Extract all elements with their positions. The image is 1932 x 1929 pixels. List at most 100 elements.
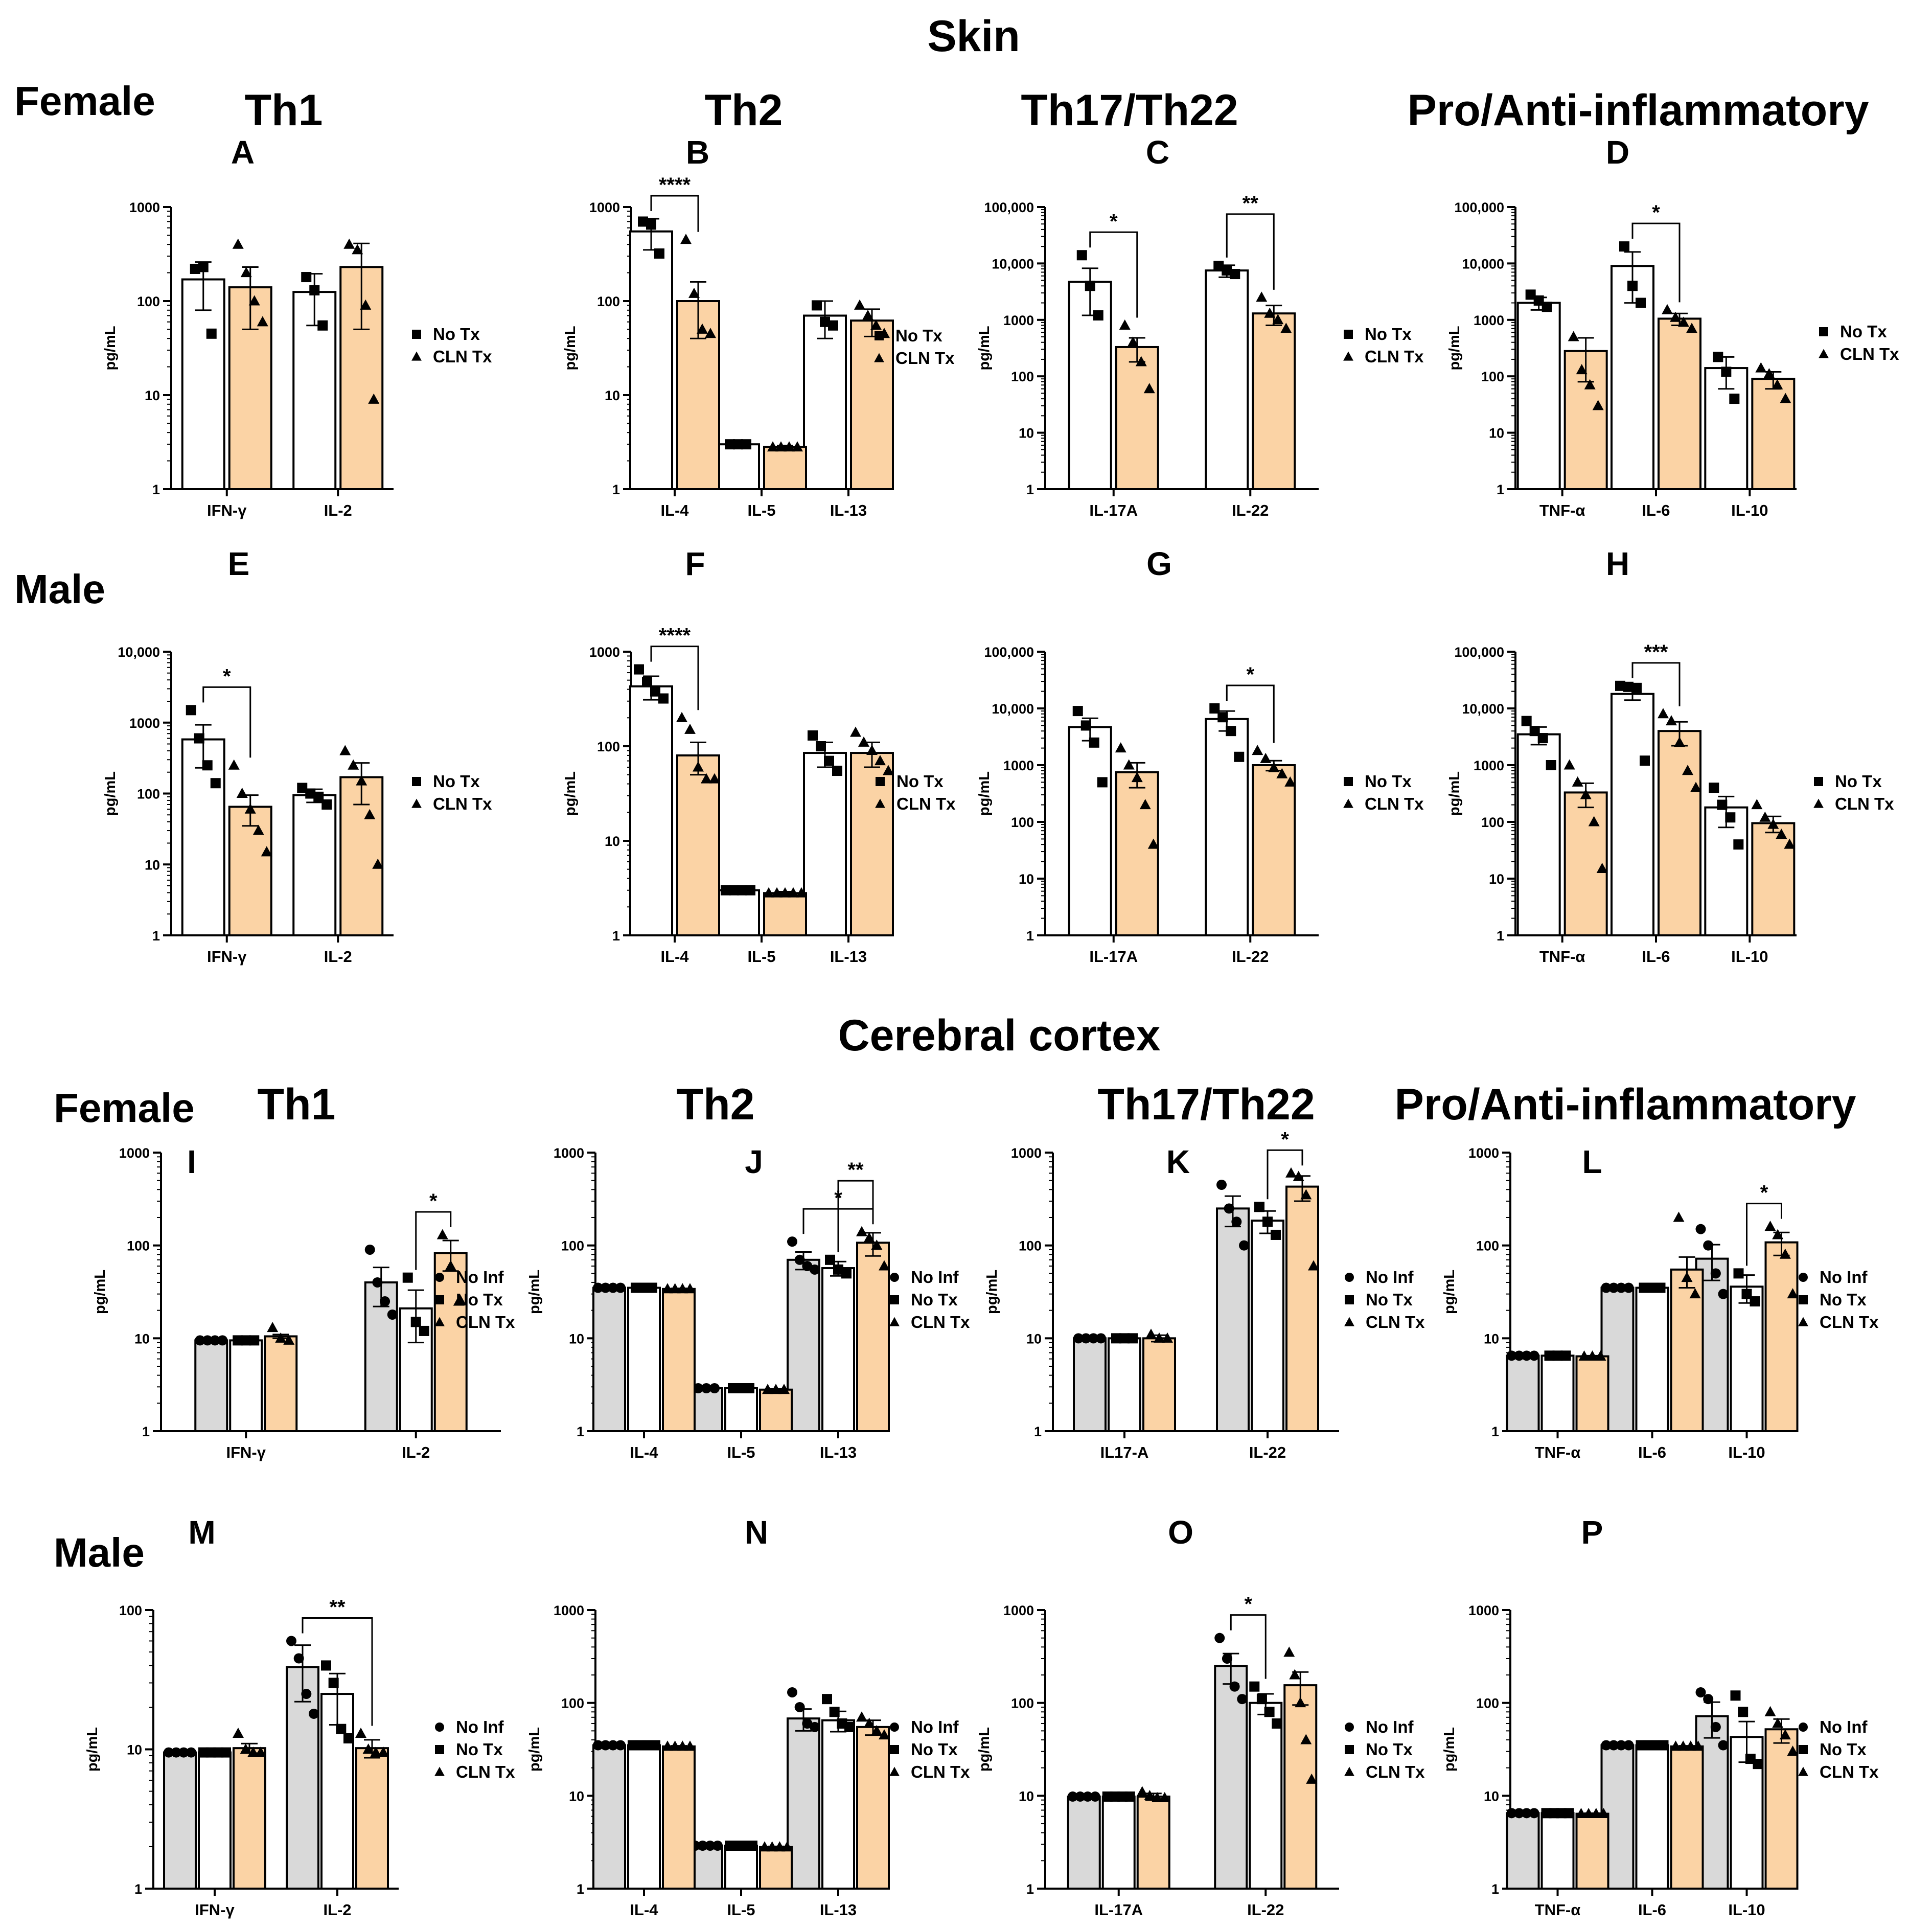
- data-point: [378, 1747, 389, 1757]
- data-point: [600, 1740, 611, 1751]
- data-point: [1093, 310, 1103, 321]
- data-point: [856, 1226, 867, 1236]
- data-point: [1623, 1282, 1634, 1293]
- legend-marker: [435, 1745, 444, 1754]
- data-point: [1254, 1202, 1264, 1212]
- data-point: [1658, 1740, 1669, 1751]
- data-point: [198, 262, 209, 272]
- bar: [163, 1751, 197, 1890]
- data-point: [1601, 1740, 1612, 1751]
- bar: [1068, 726, 1112, 936]
- bar: [1516, 302, 1561, 490]
- data-point: [1674, 737, 1685, 747]
- data-point: [669, 1283, 681, 1294]
- y-tick-label: 100: [1011, 815, 1034, 830]
- significance-bracket: [1631, 662, 1681, 706]
- data-point: [658, 693, 669, 704]
- data-point: [336, 1724, 347, 1734]
- x-tick-label: IL-13: [830, 948, 867, 966]
- significance-label: ****: [659, 174, 691, 196]
- data-point: [770, 1384, 781, 1394]
- data-point: [236, 788, 248, 798]
- data-point: [729, 885, 739, 895]
- data-point: [1780, 393, 1791, 403]
- data-point: [249, 1335, 260, 1346]
- data-point: [1636, 297, 1646, 308]
- y-tick-label: 1: [1026, 928, 1034, 944]
- data-point: [1578, 1350, 1590, 1361]
- significance-bracket: [202, 686, 251, 758]
- data-point: [1237, 1694, 1248, 1705]
- data-point: [1753, 1759, 1763, 1770]
- data-point: [1729, 394, 1740, 404]
- data-point: [669, 1740, 681, 1751]
- y-tick-label: 1000: [1003, 758, 1034, 773]
- x-tick-label: IL-17A: [1089, 948, 1138, 966]
- data-point: [1647, 1282, 1658, 1293]
- data-point: [1216, 1179, 1227, 1190]
- y-tick-label: 100: [1019, 1238, 1042, 1254]
- y-axis-label: pg/mL: [1441, 1270, 1458, 1314]
- data-point: [705, 328, 716, 338]
- legend-label: No Tx: [456, 1290, 503, 1309]
- data-point: [1584, 379, 1596, 389]
- legend-label: CLN Tx: [1835, 794, 1894, 813]
- significance-label: *: [1281, 1128, 1289, 1151]
- legend-marker: [1799, 1273, 1808, 1282]
- data-point: [1623, 1740, 1634, 1751]
- data-point: [684, 1740, 696, 1751]
- bar: [1764, 1241, 1799, 1433]
- y-tick-label: 10: [605, 834, 620, 849]
- y-tick-label: 10: [1484, 1788, 1499, 1804]
- data-point: [1131, 772, 1143, 783]
- data-point: [1583, 1808, 1595, 1819]
- data-point: [240, 1743, 251, 1754]
- legend-marker: [434, 1766, 445, 1776]
- bar: [856, 1726, 890, 1890]
- panel-n: N 1 10 100 1000 pg/mL IL-4 IL-5 IL-13 No Inf No Tx…: [526, 1514, 970, 1919]
- legend-marker: [1345, 1295, 1354, 1304]
- x-tick-label: IL-2: [324, 948, 352, 966]
- data-point: [1595, 1350, 1606, 1361]
- x-tick-label: IL-5: [747, 501, 775, 519]
- legend-marker: [875, 331, 884, 340]
- data-point: [1772, 1229, 1784, 1239]
- data-point: [283, 1334, 295, 1345]
- legend-marker: [875, 798, 885, 808]
- significance-bracket: [1226, 213, 1275, 290]
- panel-letter: P: [1581, 1514, 1603, 1551]
- legend-marker: [1799, 1723, 1808, 1732]
- data-point: [286, 1636, 296, 1646]
- y-axis-label: pg/mL: [102, 771, 119, 816]
- data-point: [1159, 1792, 1170, 1802]
- data-point: [1096, 1333, 1106, 1344]
- panel-letter: G: [1146, 545, 1172, 582]
- data-point: [1764, 1706, 1776, 1716]
- panel-letter: M: [188, 1514, 215, 1551]
- data-point: [792, 441, 803, 452]
- data-point: [1537, 733, 1548, 744]
- x-tick-label: IL-22: [1247, 1901, 1284, 1919]
- panel-d: D 1 10 100 1000 10,000 100,000 pg/mL TNF-α IL-6 IL…: [1446, 134, 1899, 519]
- legend-label: No Tx: [896, 772, 944, 791]
- y-tick-label: 1000: [1011, 1145, 1042, 1161]
- data-point: [1759, 811, 1771, 822]
- data-point: [352, 244, 363, 255]
- data-point: [1678, 316, 1689, 327]
- panel-e: E 1 10 100 1000 10,000 pg/mL IFN-γ IL-2 * No Tx CLN…: [102, 545, 492, 966]
- x-tick-label: TNF-α: [1535, 1901, 1581, 1919]
- significance-label: *: [429, 1190, 438, 1212]
- legend-label: No Inf: [1366, 1717, 1414, 1736]
- data-point: [794, 1254, 805, 1265]
- legend-marker: [412, 777, 421, 786]
- bar: [1285, 1185, 1319, 1433]
- group-title-cortex-th1: Th1: [258, 1080, 336, 1129]
- data-point: [1658, 708, 1669, 719]
- data-point: [778, 1384, 790, 1394]
- legend-label: CLN Tx: [896, 794, 956, 813]
- bar: [662, 1288, 696, 1432]
- data-point: [1272, 314, 1284, 325]
- legend-label: No Inf: [911, 1717, 959, 1736]
- data-point: [1710, 1721, 1721, 1732]
- data-point: [784, 441, 795, 452]
